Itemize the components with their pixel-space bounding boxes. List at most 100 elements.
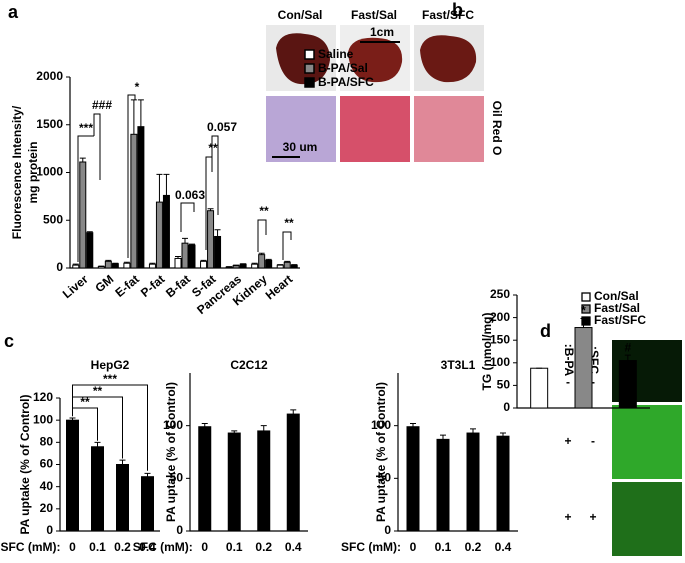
error-bar: [261, 426, 267, 431]
y-tick-label: 60: [40, 457, 54, 471]
annotation: **: [259, 204, 269, 218]
y-tick-label: 100: [33, 412, 53, 426]
bar: [291, 265, 297, 268]
panel-label: c: [4, 331, 14, 351]
error-bar: [95, 442, 101, 446]
bar: [201, 261, 207, 268]
bar: [259, 255, 265, 268]
x-tick-label: 0.2: [255, 540, 272, 554]
bar: [233, 266, 239, 268]
stain-label: Oil Red O: [490, 101, 504, 156]
error-bar: [290, 410, 296, 414]
sign: -: [566, 375, 570, 389]
bar: [284, 262, 290, 268]
bar: [80, 162, 86, 268]
bar: [215, 236, 221, 268]
bar: [98, 267, 104, 268]
bar: [142, 477, 154, 531]
x-tick-label: Heart: [263, 272, 296, 302]
chart-title: 3T3L1: [441, 358, 476, 372]
bar: [124, 263, 130, 268]
column-label: Con/Sal: [278, 8, 323, 22]
bar: [175, 258, 181, 268]
sign: +: [564, 510, 571, 524]
bar: [497, 436, 509, 531]
error-bar: [215, 230, 221, 237]
bar: [208, 211, 214, 268]
x-axis-label: SFC (mM):: [1, 540, 61, 554]
annotation: ###: [92, 98, 112, 112]
x-tick-label: 0.2: [465, 540, 482, 554]
bar: [437, 439, 449, 531]
bar: [240, 264, 246, 268]
x-tick-label: P-fat: [138, 272, 167, 300]
histology: [414, 96, 484, 162]
bar: [163, 195, 169, 268]
bar: [252, 264, 258, 268]
annotation: ***: [103, 372, 117, 386]
bar: [467, 433, 479, 531]
y-tick-label: 250: [490, 287, 510, 301]
annotation: #: [624, 340, 631, 354]
scale-label: 30 um: [283, 140, 318, 154]
sign: +: [564, 434, 571, 448]
micrograph: [612, 405, 682, 479]
y-axis-label: PA uptake (% of Control): [18, 395, 32, 535]
bar: [189, 245, 195, 268]
bracket: [258, 220, 266, 252]
y-tick-label: 0: [56, 260, 63, 274]
x-tick-label: 0.1: [435, 540, 452, 554]
y-tick-label: 1000: [36, 165, 63, 179]
y-tick-label: 120: [33, 390, 53, 404]
bar: [105, 261, 111, 268]
x-axis-label: SFC (mM):: [133, 540, 193, 554]
annotation: ***: [79, 121, 93, 135]
y-axis-label: TG (nmol/mg): [480, 313, 494, 391]
x-tick-label: 0.4: [285, 540, 302, 554]
bar: [277, 265, 283, 268]
legend-label: B-PA/Sal: [318, 61, 368, 75]
column-label: Fast/Sal: [351, 8, 397, 22]
annotation: **: [208, 141, 218, 155]
y-tick-label: 80: [40, 435, 54, 449]
annotation: **: [284, 216, 294, 230]
error-bar: [138, 100, 144, 127]
bar: [73, 265, 79, 268]
sign: +: [589, 510, 596, 524]
error-bar: [163, 174, 169, 195]
sign: -: [591, 434, 595, 448]
micrograph: [612, 482, 682, 556]
y-tick-label: 0: [176, 523, 183, 537]
error-bar: [156, 174, 162, 202]
bar: [531, 368, 548, 408]
row-header: :B-PA: [562, 344, 576, 377]
y-axis-label: mg protein: [26, 142, 40, 204]
x-tick-label: B-fat: [163, 272, 193, 300]
histology: [340, 96, 410, 162]
bar: [156, 202, 162, 268]
y-tick-label: 20: [40, 501, 54, 515]
legend-label: Fast/SFC: [594, 313, 646, 327]
bar: [258, 431, 270, 531]
x-axis-label: SFC (mM):: [341, 540, 401, 554]
bar: [575, 328, 592, 408]
chart-title: C2C12: [230, 358, 268, 372]
error-bar: [120, 460, 126, 464]
x-tick-label: GM: [92, 272, 116, 295]
annotation: *: [581, 304, 586, 318]
bar: [67, 420, 79, 531]
y-tick-label: 40: [40, 479, 54, 493]
bar: [407, 427, 419, 531]
annotation: 0.063: [175, 188, 205, 202]
bar: [149, 264, 155, 268]
bar: [266, 260, 272, 268]
legend-label: B-PA/SFC: [318, 75, 374, 89]
x-tick-label: Liver: [60, 272, 91, 301]
error-bar: [182, 238, 188, 243]
annotation: **: [93, 384, 103, 398]
annotation: *: [135, 80, 140, 94]
x-tick-label: 0.1: [226, 540, 243, 554]
y-axis-label: PA uptake (% of Control): [164, 382, 178, 522]
y-tick-label: 50: [497, 378, 511, 392]
